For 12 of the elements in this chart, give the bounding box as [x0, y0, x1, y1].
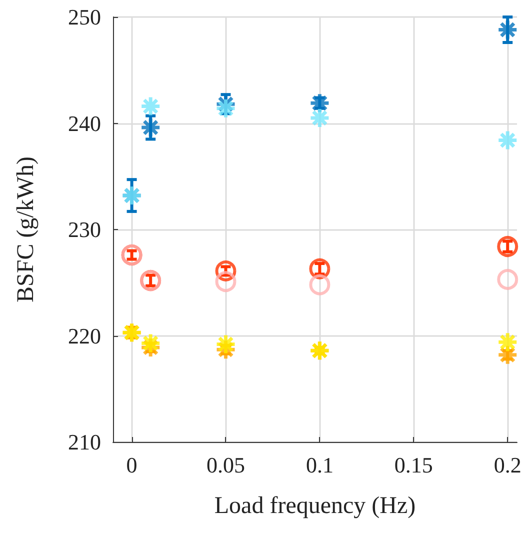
x-tick-label: 0.1	[306, 452, 334, 478]
x-tick-label: 0	[126, 452, 138, 478]
y-axis-title: BSFC (g/kWh)	[13, 156, 39, 303]
y-tick-label: 250	[68, 4, 101, 30]
y-tick-label: 210	[68, 430, 101, 454]
y-tick-label: 240	[68, 110, 101, 136]
y-tick-label: 220	[68, 323, 101, 348]
x-tick-label: 0.2	[494, 452, 522, 478]
x-tick-label: 0.05	[206, 452, 245, 478]
x-tick-label: 0.15	[394, 452, 433, 478]
x-axis-title: Load frequency (Hz)	[214, 493, 416, 519]
y-tick-label: 230	[68, 217, 101, 242]
